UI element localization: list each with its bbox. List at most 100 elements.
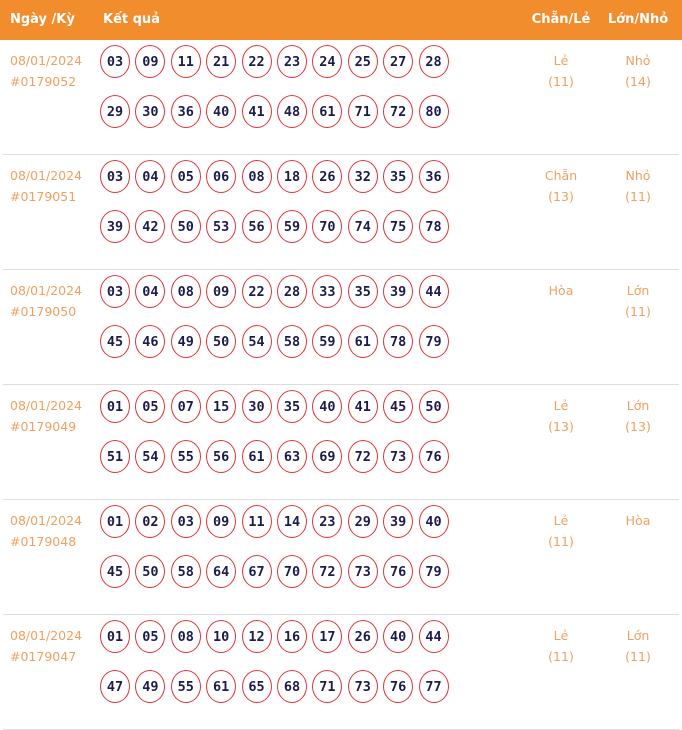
number-ball: 49 <box>170 325 201 358</box>
number-ball: 35 <box>383 160 414 193</box>
draw-info: 08/01/2024 #0179048 <box>10 510 82 552</box>
number-ball: 56 <box>241 210 272 243</box>
chan-le-count: (11) <box>548 649 574 664</box>
number-ball: 48 <box>276 95 307 128</box>
number-ball: 56 <box>206 440 237 473</box>
number-ball: 45 <box>100 325 130 358</box>
lon-nho-cell: Nhỏ (11) <box>625 165 651 207</box>
draw-row: 08/01/2024 #0179049 01 05 07 15 30 35 40 41 45 50… <box>3 385 679 500</box>
draw-id: #0179051 <box>10 189 77 204</box>
number-ball: 23 <box>276 45 307 78</box>
number-ball: 63 <box>276 440 307 473</box>
ball-row: 01 05 08 10 12 16 17 26 40 44 <box>100 620 490 655</box>
number-ball: 72 <box>347 440 378 473</box>
number-ball: 14 <box>276 505 307 538</box>
number-ball: 28 <box>276 275 307 308</box>
number-ball: 33 <box>312 275 343 308</box>
lon-nho-count: (14) <box>625 74 651 89</box>
number-ball: 54 <box>241 325 272 358</box>
draw-date: 08/01/2024 <box>10 53 83 68</box>
number-ball: 40 <box>312 390 343 423</box>
number-ball: 35 <box>347 275 378 308</box>
number-ball: 61 <box>206 670 237 703</box>
ball-row: 39 42 50 53 56 59 70 74 75 78 <box>100 210 490 245</box>
number-ball: 26 <box>312 160 343 193</box>
number-ball: 45 <box>100 555 130 588</box>
chan-le-value: Lẻ <box>553 398 569 413</box>
draw-results: 03 09 11 21 22 23 24 25 27 28 29 30 36 40 41 48 61 71 72 80 <box>100 45 490 145</box>
number-ball: 27 <box>383 45 414 78</box>
ball-row: 29 30 36 40 41 48 61 71 72 80 <box>100 95 490 130</box>
draw-row: 08/01/2024 #0179047 01 05 08 10 12 16 17 26 40 44… <box>3 615 679 730</box>
number-ball: 50 <box>418 390 449 423</box>
chan-le-count: (13) <box>548 419 574 434</box>
number-ball: 41 <box>241 95 272 128</box>
number-ball: 03 <box>100 160 130 193</box>
ball-row: 51 54 55 56 61 63 69 72 73 76 <box>100 440 490 475</box>
number-ball: 22 <box>241 45 272 78</box>
chan-le-cell: Hòa <box>549 280 574 301</box>
number-ball: 53 <box>206 210 237 243</box>
number-ball: 76 <box>383 670 414 703</box>
number-ball: 01 <box>100 620 130 653</box>
draw-row: 08/01/2024 #0179052 03 09 11 21 22 23 24 25 27 28… <box>3 40 679 155</box>
number-ball: 40 <box>418 505 449 538</box>
number-ball: 30 <box>135 95 166 128</box>
number-ball: 65 <box>241 670 272 703</box>
draw-info: 08/01/2024 #0179049 <box>10 395 82 437</box>
number-ball: 04 <box>135 160 166 193</box>
number-ball: 09 <box>135 45 166 78</box>
draw-id: #0179049 <box>10 419 77 434</box>
number-ball: 05 <box>170 160 201 193</box>
chan-le-cell: Lẻ (11) <box>548 50 574 92</box>
draw-row: 08/01/2024 #0179050 03 04 08 09 22 28 33 35 39 44… <box>3 270 679 385</box>
number-ball: 40 <box>383 620 414 653</box>
number-ball: 58 <box>170 555 201 588</box>
number-ball: 17 <box>312 620 343 653</box>
draw-date: 08/01/2024 <box>10 628 83 643</box>
number-ball: 41 <box>347 390 378 423</box>
draw-id: #0179047 <box>10 649 77 664</box>
lon-nho-value: Lớn <box>626 283 650 298</box>
number-ball: 01 <box>100 505 130 538</box>
number-ball: 44 <box>418 275 449 308</box>
chan-le-cell: Chẵn (13) <box>545 165 577 207</box>
table-header: Ngày /Kỳ Kết quả Chẵn/Lẻ Lớn/Nhỏ <box>0 0 682 40</box>
number-ball: 07 <box>170 390 201 423</box>
draw-date: 08/01/2024 <box>10 513 83 528</box>
lon-nho-cell: Lớn (13) <box>625 395 651 437</box>
number-ball: 35 <box>276 390 307 423</box>
number-ball: 76 <box>418 440 449 473</box>
number-ball: 79 <box>418 555 449 588</box>
number-ball: 42 <box>135 210 166 243</box>
number-ball: 68 <box>276 670 307 703</box>
number-ball: 25 <box>347 45 378 78</box>
number-ball: 54 <box>135 440 166 473</box>
number-ball: 50 <box>135 555 166 588</box>
number-ball: 32 <box>347 160 378 193</box>
chan-le-value: Hòa <box>548 283 574 298</box>
number-ball: 70 <box>312 210 343 243</box>
number-ball: 64 <box>206 555 237 588</box>
number-ball: 59 <box>276 210 307 243</box>
draw-id: #0179050 <box>10 304 77 319</box>
chan-le-count: (13) <box>548 189 574 204</box>
lon-nho-value: Nhỏ <box>625 168 651 183</box>
lon-nho-value: Nhỏ <box>625 53 651 68</box>
number-ball: 03 <box>170 505 201 538</box>
number-ball: 04 <box>135 275 166 308</box>
number-ball: 09 <box>206 275 237 308</box>
draw-results: 03 04 05 06 08 18 26 32 35 36 39 42 50 53 56 59 70 74 75 78 <box>100 160 490 260</box>
number-ball: 11 <box>170 45 201 78</box>
lon-nho-value: Lớn <box>626 398 650 413</box>
draw-date: 08/01/2024 <box>10 283 83 298</box>
ball-row: 03 09 11 21 22 23 24 25 27 28 <box>100 45 490 80</box>
number-ball: 73 <box>347 555 378 588</box>
number-ball: 80 <box>418 95 449 128</box>
draw-results: 01 05 07 15 30 35 40 41 45 50 51 54 55 56 61 63 69 72 73 76 <box>100 390 490 490</box>
chan-le-value: Lẻ <box>553 513 569 528</box>
draw-results: 01 02 03 09 11 14 23 29 39 40 45 50 58 64 67 70 72 73 76 79 <box>100 505 490 605</box>
number-ball: 58 <box>276 325 307 358</box>
number-ball: 02 <box>135 505 166 538</box>
number-ball: 77 <box>418 670 449 703</box>
